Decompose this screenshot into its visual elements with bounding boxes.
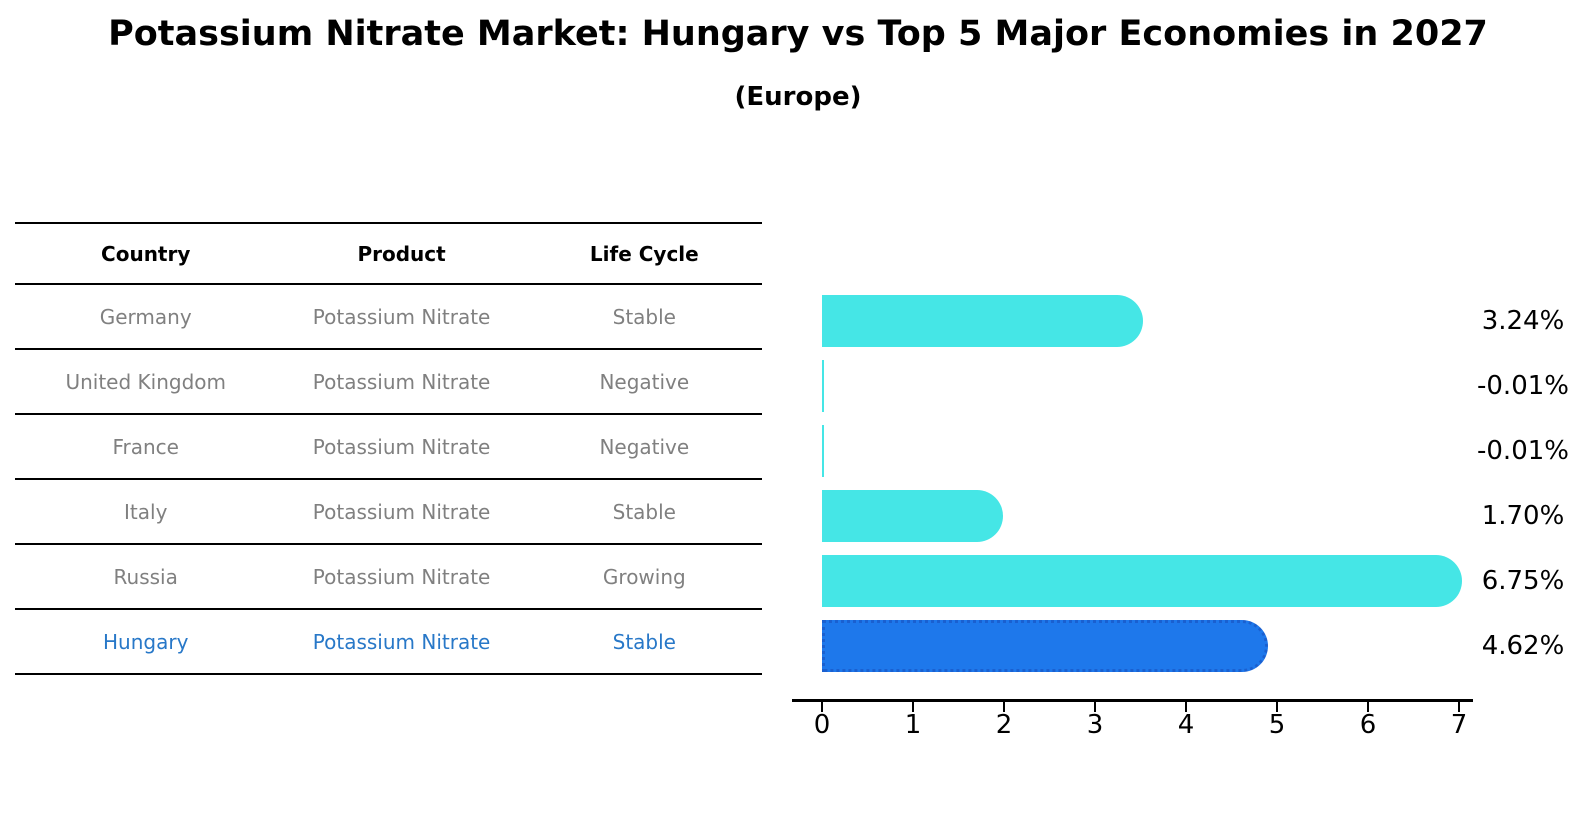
- value-label-hungary: 4.62%: [1481, 631, 1565, 661]
- chart-subtitle: (Europe): [734, 82, 862, 112]
- x-tick-6: [1367, 702, 1369, 712]
- cell-country: Russia: [113, 564, 178, 589]
- cell-life-cycle: Stable: [612, 499, 676, 524]
- cell-life-cycle: Negative: [599, 369, 690, 394]
- x-tick-3: [1094, 702, 1096, 712]
- bar-germany: [822, 295, 1143, 347]
- value-label-germany: 3.24%: [1481, 306, 1565, 336]
- x-tick-label-2: 2: [995, 710, 1013, 740]
- country-table: Country Product Life Cycle Germany Potass…: [15, 222, 762, 675]
- bar-united-kingdom: [822, 360, 824, 412]
- x-axis: [792, 699, 1473, 702]
- cell-product: Potassium Nitrate: [312, 369, 491, 394]
- value-label-italy: 1.70%: [1481, 501, 1565, 531]
- x-tick-2: [1003, 702, 1005, 712]
- table-row-hungary: Hungary Potassium Nitrate Stable: [15, 610, 762, 675]
- bar-france: [822, 425, 824, 477]
- x-tick-label-5: 5: [1268, 710, 1286, 740]
- cell-life-cycle: Negative: [599, 434, 690, 459]
- cell-country: United Kingdom: [65, 369, 226, 394]
- cell-life-cycle: Stable: [612, 629, 676, 654]
- cell-product: Potassium Nitrate: [312, 304, 491, 329]
- cell-product: Potassium Nitrate: [312, 564, 491, 589]
- value-label-russia: 6.75%: [1481, 566, 1565, 596]
- table-row-germany: Germany Potassium Nitrate Stable: [15, 285, 762, 350]
- x-tick-5: [1276, 702, 1278, 712]
- cell-life-cycle: Growing: [602, 564, 686, 589]
- cell-country: Germany: [99, 304, 192, 329]
- cell-product: Potassium Nitrate: [312, 629, 491, 654]
- x-tick-0: [821, 702, 823, 712]
- table-header-row: Country Product Life Cycle: [15, 222, 762, 285]
- table-header-product: Product: [357, 241, 446, 266]
- table-row-italy: Italy Potassium Nitrate Stable: [15, 480, 762, 545]
- x-tick-label-1: 1: [904, 710, 922, 740]
- cell-country: Italy: [124, 499, 168, 524]
- x-tick-1: [912, 702, 914, 712]
- table-header-life-cycle: Life Cycle: [589, 241, 699, 266]
- cell-product: Potassium Nitrate: [312, 434, 491, 459]
- table-row-russia: Russia Potassium Nitrate Growing: [15, 545, 762, 610]
- cell-product: Potassium Nitrate: [312, 499, 491, 524]
- bar-russia: [822, 555, 1463, 607]
- x-tick-label-0: 0: [813, 710, 831, 740]
- table-header-country: Country: [101, 241, 191, 266]
- cell-country: Hungary: [103, 629, 189, 654]
- cell-life-cycle: Stable: [612, 304, 676, 329]
- table-row-united-kingdom: United Kingdom Potassium Nitrate Negative: [15, 350, 762, 415]
- x-tick-label-3: 3: [1086, 710, 1104, 740]
- chart-title: Potassium Nitrate Market: Hungary vs Top…: [108, 14, 1488, 54]
- x-tick-4: [1185, 702, 1187, 712]
- value-label-united-kingdom: -0.01%: [1477, 371, 1569, 401]
- value-label-france: -0.01%: [1477, 436, 1569, 466]
- x-tick-7: [1458, 702, 1460, 712]
- bar-hungary: [822, 620, 1269, 672]
- cell-country: France: [112, 434, 179, 459]
- bar-italy: [822, 490, 1003, 542]
- x-tick-label-7: 7: [1450, 710, 1468, 740]
- x-tick-label-4: 4: [1177, 710, 1195, 740]
- table-row-france: France Potassium Nitrate Negative: [15, 415, 762, 480]
- table-body: Germany Potassium Nitrate Stable United Kin…: [15, 285, 762, 675]
- x-tick-label-6: 6: [1359, 710, 1377, 740]
